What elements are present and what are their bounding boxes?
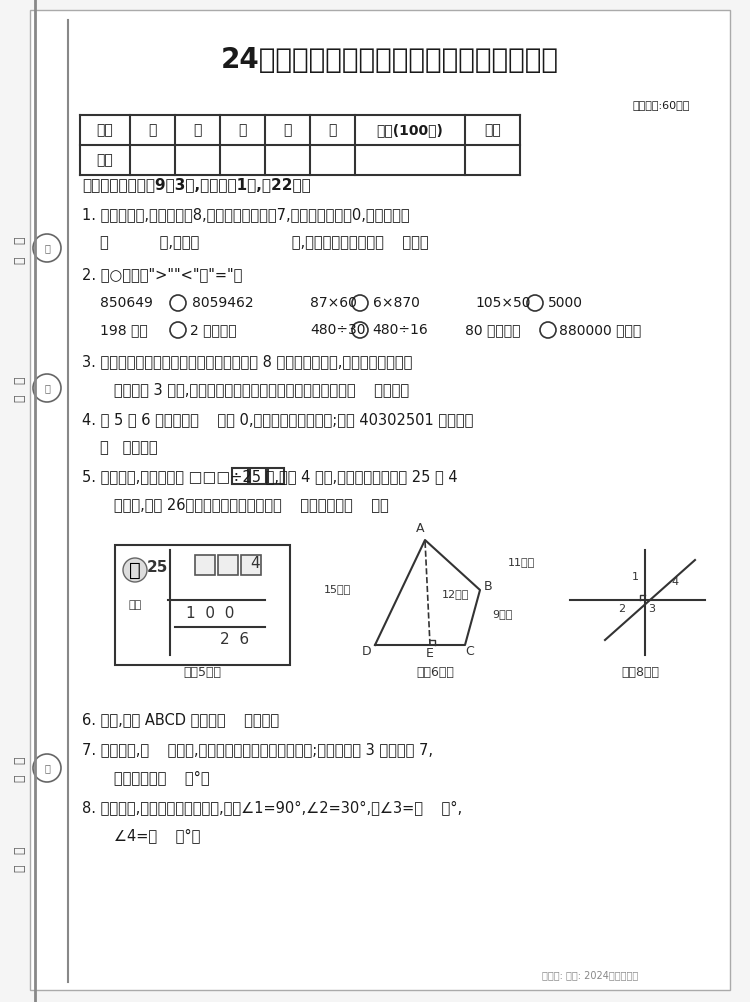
- Bar: [115, 545, 290, 665]
- Text: （   ）个零。: （ ）个零。: [100, 441, 158, 456]
- Text: 得分: 得分: [97, 153, 113, 167]
- Bar: [241, 555, 261, 575]
- Text: D: D: [362, 645, 372, 658]
- Bar: [268, 468, 284, 484]
- Text: 👦: 👦: [129, 560, 141, 579]
- Text: 5000: 5000: [548, 296, 583, 310]
- Text: 11厘米: 11厘米: [508, 557, 536, 567]
- Text: 105×50: 105×50: [475, 296, 530, 310]
- Text: 12厘米: 12厘米: [442, 589, 470, 599]
- Text: 2 平方千米: 2 平方千米: [190, 323, 237, 337]
- Text: 7. 在钟面上,（    ）时整,时针与分针所形成的角是平角;分针从数字 3 转到数字 7,: 7. 在钟面上,（ ）时整,时针与分针所形成的角是平角;分针从数字 3 转到数字…: [82, 742, 433, 758]
- Circle shape: [123, 558, 147, 582]
- Text: 密: 密: [44, 243, 50, 253]
- Text: 2: 2: [619, 604, 626, 614]
- Text: 1: 1: [632, 572, 638, 582]
- Text: 2  6: 2 6: [220, 632, 250, 647]
- Text: 198 公顷: 198 公顷: [100, 323, 148, 337]
- Text: 线: 线: [44, 763, 50, 773]
- Text: （           ）,读作（                    ）,这个数的最高位是（    ）位。: （ ）,读作（ ）,这个数的最高位是（ ）位。: [100, 235, 429, 250]
- Text: 班主任: 教师: 2024年数学期末: 班主任: 教师: 2024年数学期末: [542, 970, 638, 980]
- Text: 封: 封: [44, 383, 50, 393]
- Text: 扫过的角是（    ）°。: 扫过的角是（ ）°。: [100, 771, 209, 786]
- Text: 4: 4: [671, 577, 679, 587]
- Bar: [195, 555, 215, 575]
- Text: 850649: 850649: [100, 296, 153, 310]
- Text: 满分(100分): 满分(100分): [376, 123, 443, 137]
- FancyBboxPatch shape: [30, 10, 730, 990]
- Text: 80 平方千米: 80 平方千米: [465, 323, 520, 337]
- Text: 480÷16: 480÷16: [372, 323, 427, 337]
- Text: 建议用时:60分钟: 建议用时:60分钟: [632, 100, 690, 110]
- Text: 480÷30: 480÷30: [310, 323, 365, 337]
- Bar: [250, 468, 266, 484]
- Text: C: C: [466, 645, 474, 658]
- Text: 一、填空题。（第9题3分,其余每空1分,共22分）: 一、填空题。（第9题3分,其余每空1分,共22分）: [82, 177, 310, 192]
- Text: 6. 如图,梯形 ABCD 的高是（    ）厘米。: 6. 如图,梯形 ABCD 的高是（ ）厘米。: [82, 712, 279, 727]
- Bar: [232, 468, 248, 484]
- Text: 二: 二: [194, 123, 202, 137]
- Text: 3: 3: [649, 604, 656, 614]
- Bar: [218, 555, 238, 575]
- Text: 号: 号: [13, 257, 26, 264]
- Text: 等级: 等级: [484, 123, 501, 137]
- Text: （第5题）: （第5题）: [183, 666, 221, 679]
- Text: 1. 一个七位数,最高位上是8,万位和十位上都是7,其他数位上都是0,这个数写作: 1. 一个七位数,最高位上是8,万位和十位上都是7,其他数位上都是0,这个数写作: [82, 207, 410, 222]
- Text: 880000 平方米: 880000 平方米: [559, 323, 641, 337]
- Text: 名: 名: [13, 394, 26, 402]
- Text: 班: 班: [13, 757, 26, 764]
- Text: 25: 25: [147, 559, 168, 574]
- Text: 姓: 姓: [13, 376, 26, 384]
- Text: （第8题）: （第8题）: [621, 666, 659, 679]
- Text: 一: 一: [148, 123, 157, 137]
- Text: 名: 名: [13, 865, 26, 872]
- Text: 2. 在○里填上">""<"或"="。: 2. 在○里填上">""<"或"="。: [82, 268, 242, 283]
- Text: 6×870: 6×870: [373, 296, 420, 310]
- Text: 24秋人教版四年级上册数学期末真题测试卷: 24秋人教版四年级上册数学期末真题测试卷: [221, 46, 559, 74]
- Text: 4. 在 5 和 6 之间添上（    ）个 0,可以得到五十亿零六;在读 40302501 时需要读: 4. 在 5 和 6 之间添上（ ）个 0,可以得到五十亿零六;在读 40302…: [82, 413, 473, 428]
- Text: （第6题）: （第6题）: [416, 666, 454, 679]
- Text: 4: 4: [251, 555, 260, 570]
- Text: 1  0  0: 1 0 0: [186, 605, 234, 620]
- Text: ∠4=（    ）°。: ∠4=（ ）°。: [100, 829, 200, 844]
- Text: 3. 小明在钉子板上用橡皮筋围了一个下底是 8 厘米的直角梯形,如果将这个梯形的: 3. 小明在钉子板上用橡皮筋围了一个下底是 8 厘米的直角梯形,如果将这个梯形的: [82, 355, 413, 370]
- Text: 学: 学: [13, 236, 26, 243]
- Text: 5. 如图所示,小明在计算 □□□÷25 时,先用 4 试商,发现用被除数减去 25 与 4: 5. 如图所示,小明在计算 □□□÷25 时,先用 4 试商,发现用被除数减去 …: [82, 470, 458, 485]
- Text: 的乘积,差是 26。请你判断正确的商是（    ），余数是（    ）。: 的乘积,差是 26。请你判断正确的商是（ ），余数是（ ）。: [100, 498, 388, 512]
- Text: B: B: [484, 580, 492, 593]
- Text: 87×60: 87×60: [310, 296, 357, 310]
- Text: E: E: [426, 647, 434, 660]
- Text: 五: 五: [328, 123, 337, 137]
- Text: 题号: 题号: [97, 123, 113, 137]
- Text: 三: 三: [238, 123, 247, 137]
- Text: 15厘米: 15厘米: [323, 584, 350, 594]
- Text: 四: 四: [284, 123, 292, 137]
- Text: 8059462: 8059462: [192, 296, 254, 310]
- Text: 9厘米: 9厘米: [492, 609, 512, 619]
- Text: 下底减少 3 厘米,它就变成了正方形。原来直角梯形的高是（    ）厘米。: 下底减少 3 厘米,它就变成了正方形。原来直角梯形的高是（ ）厘米。: [100, 383, 410, 398]
- Text: 级: 级: [13, 775, 26, 782]
- Text: A: A: [416, 522, 424, 535]
- Text: 小明: 小明: [128, 600, 142, 610]
- Text: 8. 如图所示,三条直线相交于一点,已知∠1=90°,∠2=30°,则∠3=（    ）°,: 8. 如图所示,三条直线相交于一点,已知∠1=90°,∠2=30°,则∠3=（ …: [82, 801, 462, 816]
- Text: 姓: 姓: [13, 847, 26, 854]
